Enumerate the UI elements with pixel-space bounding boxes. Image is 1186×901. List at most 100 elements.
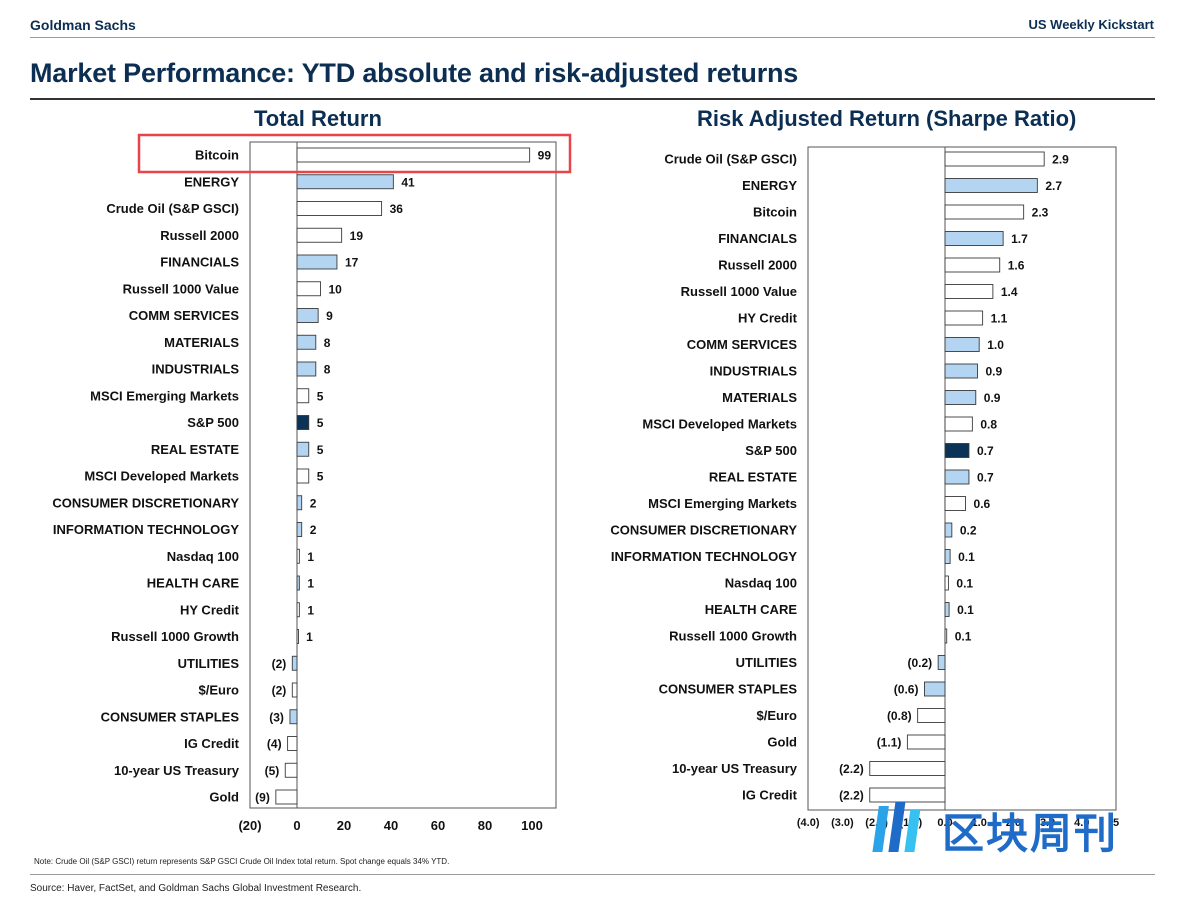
sr-bar — [944, 628, 948, 644]
tr-value-label: 8 — [324, 363, 331, 377]
sr-value-label: (0.2) — [907, 656, 932, 670]
sr-value-label: 0.9 — [984, 391, 1001, 405]
sr-bar — [944, 363, 978, 379]
sr-category-label: Crude Oil (S&P GSCI) — [664, 152, 797, 167]
sr-value-label: (2.2) — [839, 762, 864, 776]
sr-category-label: FINANCIALS — [718, 231, 797, 246]
sr-category-label: MATERIALS — [722, 390, 797, 405]
tr-tick-label: 100 — [521, 818, 543, 833]
sr-tick-label: 0.0 — [937, 817, 952, 829]
watermark-icon — [872, 802, 921, 852]
tr-bar — [296, 495, 303, 511]
sr-bar — [944, 443, 970, 458]
sr-category-label: Russell 1000 Growth — [669, 629, 797, 644]
sr-value-label: 0.7 — [977, 444, 994, 458]
sr-bar — [944, 602, 950, 617]
header-publication: US Weekly Kickstart — [1028, 17, 1155, 32]
sr-bar — [869, 787, 946, 803]
tr-bar — [296, 441, 310, 457]
watermark-logo — [872, 798, 1162, 860]
sr-bar — [906, 734, 946, 750]
sr-value-label: 0.1 — [955, 630, 972, 644]
tr-value-label: 2 — [310, 523, 317, 537]
tr-value-label: 5 — [317, 389, 324, 403]
sr-value-label: 0.6 — [974, 497, 991, 511]
sr-value-label: (1.1) — [877, 736, 902, 750]
sr-tick-label: 5 — [1113, 817, 1119, 829]
tr-tick-label: 20 — [337, 818, 351, 833]
tr-value-label: (9) — [255, 791, 270, 805]
sr-tick-label: 1.0 — [972, 817, 987, 829]
tr-bar — [291, 655, 298, 671]
tr-bar — [287, 736, 298, 751]
sr-value-label: (0.8) — [887, 709, 912, 723]
tr-category-label: UTILITIES — [178, 656, 240, 671]
tr-category-label: MSCI Emerging Markets — [90, 388, 239, 403]
tr-value-label: 17 — [345, 256, 359, 270]
tr-bar — [296, 147, 531, 163]
tr-category-label: FINANCIALS — [160, 255, 239, 270]
sr-value-label: 0.8 — [980, 418, 997, 432]
tr-value-label: 8 — [324, 336, 331, 350]
tr-bar — [296, 522, 303, 537]
tr-category-label: MSCI Developed Markets — [84, 469, 239, 484]
tr-highlight-box — [137, 133, 572, 174]
sr-category-label: S&P 500 — [745, 443, 797, 458]
tr-bar — [289, 709, 298, 725]
sr-category-label: INFORMATION TECHNOLOGY — [611, 549, 797, 564]
tr-value-label: 1 — [307, 577, 314, 591]
sr-value-label: 2.9 — [1052, 153, 1069, 167]
sr-value-label: (2.2) — [839, 789, 864, 803]
tr-bar — [296, 575, 300, 591]
sr-category-label: COMM SERVICES — [687, 337, 798, 352]
tr-value-label: 19 — [350, 229, 364, 243]
tr-tick-label: (20) — [238, 818, 261, 833]
sr-category-label: Russell 1000 Value — [681, 284, 797, 299]
sr-value-label: 0.1 — [958, 550, 975, 564]
tr-bar — [296, 415, 310, 430]
sr-value-label: 0.1 — [957, 603, 974, 617]
tr-bar — [296, 468, 310, 484]
chart-note: Note: Crude Oil (S&P GSCI) return repres… — [34, 857, 450, 866]
tr-category-label: Nasdaq 100 — [167, 549, 239, 564]
sr-value-label: 0.7 — [977, 471, 994, 485]
sr-tick-label: 3.0 — [1040, 817, 1055, 829]
tr-bar — [291, 682, 298, 698]
tr-tick-label: 40 — [384, 818, 398, 833]
sr-category-label: Nasdaq 100 — [725, 576, 797, 591]
tr-value-label: 5 — [317, 470, 324, 484]
tr-category-label: Crude Oil (S&P GSCI) — [106, 201, 239, 216]
tr-bar — [296, 201, 383, 216]
sr-category-label: MSCI Emerging Markets — [648, 496, 797, 511]
sr-category-label: HY Credit — [738, 311, 798, 326]
tr-category-label: ENERGY — [184, 174, 239, 189]
tr-bar — [296, 281, 321, 297]
tr-value-label: 1 — [306, 630, 313, 644]
tr-plot-frame — [249, 141, 557, 809]
tr-category-label: 10-year US Treasury — [114, 763, 240, 778]
tr-category-label: Russell 2000 — [160, 228, 239, 243]
tr-value-label: 36 — [390, 202, 404, 216]
tr-category-label: HY Credit — [180, 602, 240, 617]
tr-category-label: Gold — [209, 790, 239, 805]
tr-value-label: (5) — [265, 764, 280, 778]
sr-category-label: INDUSTRIALS — [710, 364, 798, 379]
tr-bar — [296, 308, 319, 323]
sr-category-label: CONSUMER DISCRETIONARY — [610, 523, 797, 538]
tr-bar — [296, 334, 317, 350]
total-return-title: Total Return — [254, 106, 382, 131]
source-line: Source: Haver, FactSet, and Goldman Sach… — [30, 883, 362, 894]
tr-bar — [296, 629, 299, 644]
tr-value-label: 41 — [401, 175, 415, 189]
tr-category-label: CONSUMER STAPLES — [101, 709, 240, 724]
tr-value-label: (3) — [269, 710, 284, 724]
tr-bar — [296, 548, 300, 564]
tr-category-label: Bitcoin — [195, 148, 239, 163]
sr-bar — [944, 390, 977, 405]
title-divider — [30, 98, 1155, 100]
tr-category-label: COMM SERVICES — [129, 308, 240, 323]
sr-value-label: 1.7 — [1011, 232, 1028, 246]
sr-category-label: ENERGY — [742, 178, 797, 193]
tr-bar — [296, 602, 300, 618]
